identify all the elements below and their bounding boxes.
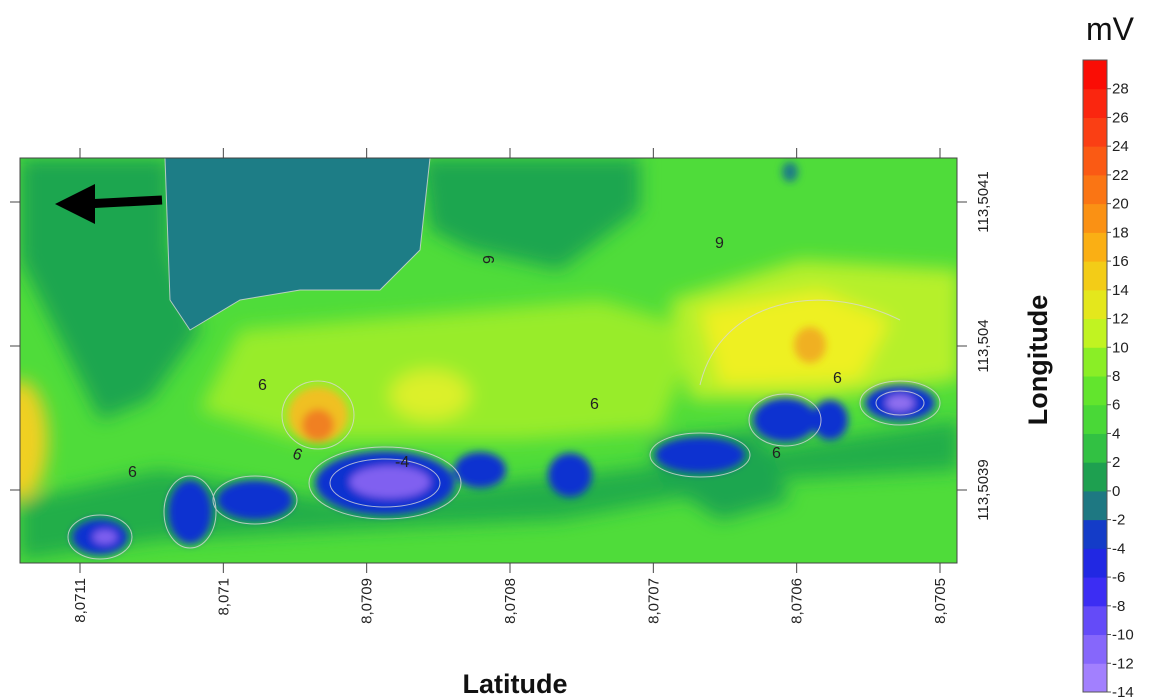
colorbar-tick-label: 2 — [1112, 454, 1120, 471]
colorbar-bin — [1083, 433, 1107, 463]
colorbar-bin — [1083, 261, 1107, 291]
colorbar-bin — [1083, 60, 1107, 90]
heatmap-field — [20, 158, 957, 563]
contour-lines — [67, 158, 941, 560]
y-tick-label: 113,5039 — [975, 459, 992, 520]
y-tick-label: 113,504 — [975, 319, 992, 372]
contour-label: 6 — [833, 370, 842, 387]
y-tick-label: 113,5041 — [975, 171, 992, 232]
x-tick-label: 8,0708 — [502, 578, 519, 624]
contour-labels: 9 9 6 6 6 9 6 6 -4 — [128, 235, 842, 481]
colorbar-tick-label: 8 — [1112, 368, 1120, 385]
colorbar-tick-label: 6 — [1112, 397, 1120, 414]
colorbar-bin — [1083, 519, 1107, 549]
low-6 — [812, 400, 848, 440]
x-axis: 8,0711 8,071 8,0709 8,0708 8,0707 8,0706 8,070… — [72, 148, 949, 624]
low-7-core — [886, 395, 914, 411]
low-2 — [454, 452, 506, 488]
hotspot-right — [794, 327, 826, 363]
blob-teal-top — [165, 158, 430, 330]
colorbar-bin — [1083, 289, 1107, 320]
colorbar-bin — [1083, 548, 1107, 578]
colorbar-tick-label: -10 — [1112, 627, 1134, 644]
colorbar-tick-label: 14 — [1112, 282, 1129, 299]
colorbar-bin — [1083, 88, 1107, 118]
colorbar-bin — [1083, 462, 1107, 492]
colorbar-bin — [1083, 174, 1107, 205]
colorbar-tick-label: 28 — [1112, 81, 1129, 98]
colorbar-tick-label: 12 — [1112, 311, 1129, 328]
low-top-right — [782, 162, 798, 182]
blob-yellow-leftedge — [20, 380, 48, 500]
low-center-core — [350, 466, 430, 498]
low-10-core — [93, 530, 117, 544]
colorbar-bin — [1083, 347, 1107, 377]
field-hotspots — [72, 162, 935, 555]
low-5 — [753, 398, 817, 442]
direction-arrow-icon — [55, 184, 163, 224]
x-tick-label: 8,0706 — [789, 578, 806, 624]
colorbar-tick-label: 20 — [1112, 196, 1129, 213]
colorbar-bin — [1083, 577, 1107, 607]
colorbar-tick-label: 22 — [1112, 167, 1129, 184]
colorbar-tick-label: 0 — [1112, 483, 1120, 500]
colorbar-tick-label: 4 — [1112, 425, 1120, 442]
x-tick-label: 8,0707 — [645, 578, 662, 624]
colorbar-bin — [1083, 490, 1107, 521]
colorbar-unit: mV — [1086, 11, 1135, 47]
colorbar-tick-label: -8 — [1112, 598, 1125, 615]
low-3 — [548, 453, 592, 497]
contour-label: 9 — [481, 255, 498, 264]
contour-label: 6 — [258, 377, 267, 394]
colorbar-tick-label: -12 — [1112, 655, 1134, 672]
contour-label: 9 — [715, 235, 724, 252]
colorbar-tick-label: -6 — [1112, 569, 1125, 586]
colorbar-bin — [1083, 663, 1107, 693]
x-tick-label: 8,0711 — [72, 578, 89, 623]
colorbar-bin — [1083, 404, 1107, 434]
x-axis-title: Latitude — [463, 669, 568, 697]
plot-frame — [19, 157, 958, 564]
contour-label: 6 — [128, 464, 137, 481]
blob-yellow-right — [700, 290, 890, 385]
colorbar-bin — [1083, 318, 1107, 348]
y-axis: 113,5041 113,504 113,5039 — [10, 171, 992, 521]
colorbar-tick-label: 10 — [1112, 339, 1129, 356]
colorbar-tick-label: -4 — [1112, 540, 1125, 557]
blob-green-left — [20, 158, 200, 420]
colorbar-bin — [1083, 605, 1107, 636]
colorbar-bin — [1083, 203, 1107, 233]
low-4 — [655, 437, 745, 473]
colorbar-tick-label: 18 — [1112, 224, 1129, 241]
x-tick-label: 8,0705 — [932, 578, 949, 624]
colorbar: 2826242220181614121086420-2-4-6-8-10-12-… — [1082, 59, 1134, 697]
colorbar-tick-label: -14 — [1112, 684, 1134, 697]
contour-label: 6 — [772, 445, 781, 462]
low-9 — [217, 480, 293, 520]
colorbar-bin — [1083, 232, 1107, 262]
y-axis-title: Longitude — [1023, 295, 1053, 425]
x-tick-label: 8,0709 — [359, 578, 376, 624]
x-tick-label: 8,071 — [215, 578, 232, 616]
contour-label: 6 — [590, 396, 599, 413]
colorbar-bin — [1083, 634, 1107, 664]
blob-green-top — [420, 158, 640, 270]
colorbar-tick-label: 16 — [1112, 253, 1129, 270]
colorbar-tick-label: 24 — [1112, 138, 1129, 155]
low-8 — [168, 480, 212, 544]
colorbar-tick-label: -2 — [1112, 512, 1125, 529]
colorbar-bin — [1083, 117, 1107, 147]
contour-label: -4 — [395, 454, 409, 471]
colorbar-bin — [1083, 376, 1107, 406]
hotspot-orange — [302, 409, 334, 441]
blob-yellow-center — [390, 370, 470, 420]
colorbar-bin — [1083, 146, 1107, 176]
colorbar-tick-label: 26 — [1112, 109, 1129, 126]
